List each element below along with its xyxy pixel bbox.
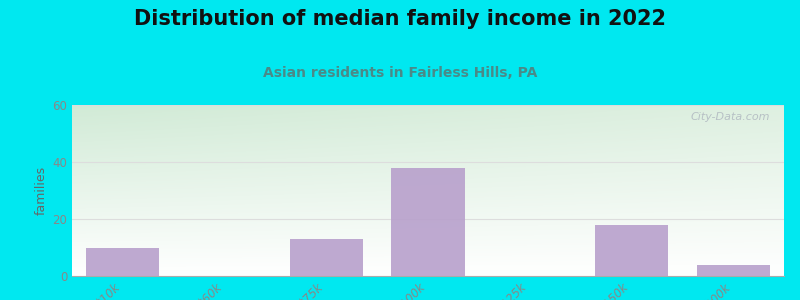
Bar	[595, 225, 668, 276]
Bar	[391, 168, 465, 276]
Bar	[86, 248, 159, 276]
Bar	[290, 239, 363, 276]
Bar	[697, 265, 770, 276]
Text: Distribution of median family income in 2022: Distribution of median family income in …	[134, 9, 666, 29]
Text: City-Data.com: City-Data.com	[690, 112, 770, 122]
Y-axis label: families: families	[35, 166, 48, 215]
Text: Asian residents in Fairless Hills, PA: Asian residents in Fairless Hills, PA	[263, 66, 537, 80]
